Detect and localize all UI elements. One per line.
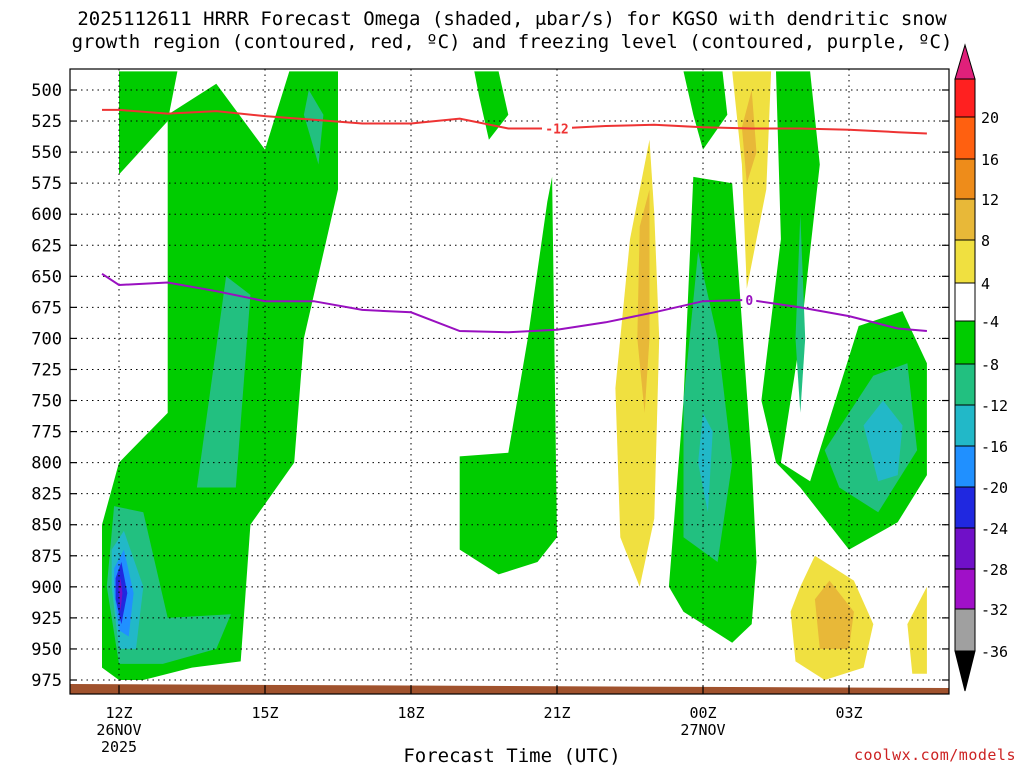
ytick-label-900: 900 [31,578,62,598]
colorbar-label-8: -16 [981,438,1008,456]
colorbar-label-13: -36 [981,643,1008,661]
ytick-label-525: 525 [31,112,62,132]
colorbar-box-1 [954,158,976,200]
ytick-label-500: 500 [31,81,62,101]
ytick-label-600: 600 [31,205,62,225]
omega-region-14 [698,412,713,513]
ytick-label-775: 775 [31,423,62,443]
ytick-label-950: 950 [31,640,62,660]
xtick-label-12Z: 12Z [105,704,132,722]
omega-region-20 [732,71,772,289]
ytick-label-925: 925 [31,609,62,629]
xtick-date-00Z: 27NOV [680,721,725,739]
ytick-label-725: 725 [31,360,62,380]
ytick-label-700: 700 [31,329,62,349]
colorbar-label-9: -20 [981,479,1008,497]
colorbar-box-0 [954,116,976,160]
terrain-surface [70,684,949,694]
ytick-label-750: 750 [31,392,62,412]
omega-region-8 [683,251,733,562]
omega-region-2 [474,71,509,140]
colorbar-box-12 [954,608,976,652]
plot-frame [69,68,950,695]
title-line-2: growth region (contoured, red, ºC) and f… [71,31,953,53]
colorbar-label-5: -4 [981,313,999,331]
colorbar-box-8 [954,445,976,488]
contour-label-bg-1 [742,291,757,308]
colorbar-bottom-arrow [954,650,976,692]
colorbar-box-2 [954,198,976,241]
colorbar-box-top [954,78,976,118]
colorbar-box-3 [954,239,976,284]
colorbar-label-11: -28 [981,561,1008,579]
contour-label-bg-0 [542,120,573,137]
ytick-label-675: 675 [31,298,62,318]
colorbar-box-6 [954,363,976,406]
omega-region-24 [741,90,757,184]
omega-region-7 [196,276,251,488]
colorbar-legend: 20 16 12 8 4 -4 -8 -12 -16 -20 -24 -28 -32 -36 [954,43,1008,692]
colorbar-label-1: 16 [981,151,999,169]
colorbar-label-7: -12 [981,397,1008,415]
xtick-label-15Z: 15Z [251,704,278,722]
x-axis-title: Forecast Time (UTC) [403,745,621,767]
contour-1 [101,272,927,334]
colorbar-label-0: 20 [981,109,999,127]
omega-region-1 [119,71,178,175]
colorbar-label-10: -24 [981,520,1008,538]
title-line-1: 2025112611 HRRR Forecast Omega (shaded, … [77,8,947,30]
chart-title: 2025112611 HRRR Forecast Omega (shaded, … [0,8,1024,54]
omega-region-22 [907,586,927,674]
colorbar-top-arrow [954,43,976,80]
colorbar-box-11 [954,568,976,610]
omega-region-19 [615,139,660,587]
omega-shading [102,71,927,680]
omega-region-23 [637,189,650,413]
omega-region-13 [863,400,903,482]
ytick-label-550: 550 [31,143,62,163]
ytick-label-650: 650 [31,267,62,287]
omega-region-4 [683,71,728,150]
colorbar-box-9 [954,486,976,529]
ytick-label-800: 800 [31,454,62,474]
terrain-strip [70,684,949,694]
ytick-label-825: 825 [31,485,62,505]
omega-region-3 [459,176,557,575]
ytick-label-850: 850 [31,516,62,536]
xtick-year-12Z: 2025 [101,738,137,756]
contour-0 [102,108,927,135]
xtick-label-18Z: 18Z [397,704,424,722]
colorbar-label-6: -8 [981,356,999,374]
xtick-label-03Z: 03Z [835,704,862,722]
xtick-date-12Z: 26NOV [96,721,141,739]
contour-label-0: -12 [545,123,568,138]
colorbar-box-4 [954,282,976,322]
ytick-label-625: 625 [31,236,62,256]
contour-label-1: 0 [745,294,753,309]
temperature-contours: -12 0 [101,108,927,334]
colorbar-label-2: 12 [981,191,999,209]
omega-region-25 [814,580,854,649]
credit-link[interactable]: coolwx.com/models [853,746,1016,764]
colorbar-box-10 [954,527,976,570]
ytick-label-975: 975 [31,671,62,691]
omega-region-9 [795,214,806,413]
y-axis: 500 525 550 575 600 625 650 675 700 725 750 775 800 8… [31,81,949,691]
ytick-label-875: 875 [31,547,62,567]
omega-region-11 [303,90,324,165]
xtick-label-00Z: 00Z [689,704,716,722]
ytick-label-575: 575 [31,174,62,194]
colorbar-label-4: 4 [981,275,990,293]
colorbar-label-12: -32 [981,601,1008,619]
colorbar-box-7 [954,404,976,447]
xtick-label-21Z: 21Z [543,704,570,722]
colorbar-label-3: 8 [981,232,990,250]
colorbar-box-5 [954,320,976,365]
